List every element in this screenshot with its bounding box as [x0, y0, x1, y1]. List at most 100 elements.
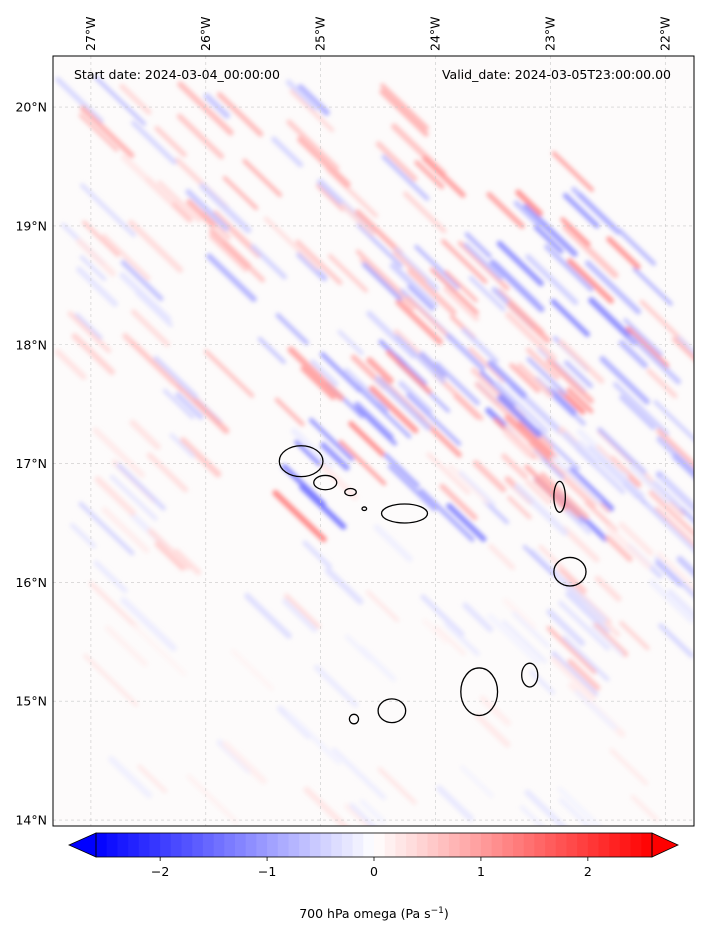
colorbar-segment — [267, 833, 279, 857]
colorbar-ticks: −2 −1 0 1 2 — [151, 857, 592, 879]
colorbar-segment — [523, 833, 535, 857]
lat-tick-label: 20°N — [15, 100, 47, 115]
colorbar-extend-high — [651, 832, 679, 858]
latitude-tick-labels: 20°N 19°N 18°N 17°N 16°N 15°N 14°N — [15, 100, 47, 828]
colorbar-segment — [352, 833, 364, 857]
colorbar-segment — [406, 833, 418, 857]
colorbar-label-exponent: −1 — [431, 906, 444, 916]
colorbar-segment — [363, 833, 375, 857]
colorbar-segment — [106, 833, 118, 857]
island-outline — [278, 445, 324, 478]
coastlines — [278, 445, 587, 725]
island-outline — [377, 698, 407, 724]
colorbar-segment — [309, 833, 322, 857]
colorbar-segment — [299, 833, 311, 857]
colorbar-segment — [480, 833, 493, 857]
colorbar-segment — [502, 833, 514, 857]
colorbar-segment — [202, 833, 215, 857]
island-outline — [553, 480, 566, 513]
island-outline — [361, 506, 368, 512]
omega-field — [54, 75, 694, 826]
colorbar-segment — [641, 833, 653, 857]
lat-tick-label: 15°N — [15, 694, 47, 709]
lon-tick-label: 22°W — [657, 16, 672, 51]
colorbar-segment — [459, 833, 471, 857]
colorbar-segment — [170, 833, 183, 857]
colorbar-segment — [331, 833, 343, 857]
colorbar-segment — [138, 833, 150, 857]
colorbar-label: 700 hPa omega (Pa s−1) — [299, 906, 449, 921]
colorbar-segment — [341, 833, 354, 857]
valid-date-label: Valid_date: 2024-03-05T23:00:00.00 — [442, 67, 671, 82]
colorbar-tick-label: −2 — [151, 864, 169, 879]
colorbar-segment — [245, 833, 257, 857]
colorbar-segment — [224, 833, 236, 857]
lat-tick-label: 18°N — [15, 337, 47, 352]
lat-tick-label: 14°N — [15, 813, 47, 828]
lat-tick-label: 16°N — [15, 575, 47, 590]
lat-tick-label: 19°N — [15, 218, 47, 233]
map-panel: Start date: 2024-03-04_00:00:00 Valid_da… — [15, 16, 695, 828]
colorbar-segment — [438, 833, 450, 857]
gridlines — [53, 56, 694, 826]
colorbar-segment — [448, 833, 461, 857]
colorbar-segment — [181, 833, 193, 857]
lon-tick-label: 26°W — [198, 16, 213, 51]
colorbar-segment — [160, 833, 172, 857]
colorbar-segment — [277, 833, 289, 857]
colorbar-segment — [149, 833, 161, 857]
colorbar-segment — [416, 833, 428, 857]
start-date-label: Start date: 2024-03-04_00:00:00 — [74, 67, 280, 82]
island-outline — [348, 713, 360, 725]
colorbar-segment — [256, 833, 268, 857]
colorbar-segment — [491, 833, 503, 857]
colorbar-segment — [374, 833, 386, 857]
colorbar-segment — [587, 833, 600, 857]
colorbar-segment — [555, 833, 567, 857]
colorbar-tick-label: −1 — [258, 864, 276, 879]
island-outline — [344, 487, 357, 497]
colorbar-tick-label: 2 — [584, 864, 592, 879]
island-outline — [460, 667, 499, 717]
colorbar-segments — [96, 833, 653, 857]
colorbar-segment — [598, 833, 610, 857]
island-outline — [553, 556, 587, 587]
colorbar-segment — [609, 833, 621, 857]
island-outline — [380, 503, 429, 524]
colorbar-segment — [619, 833, 632, 857]
colorbar-segment — [235, 833, 247, 857]
colorbar-segment — [577, 833, 589, 857]
colorbar-segment — [213, 833, 225, 857]
colorbar-segment — [470, 833, 482, 857]
colorbar-segment — [513, 833, 525, 857]
lon-tick-label: 27°W — [83, 16, 98, 51]
colorbar-segment — [545, 833, 557, 857]
colorbar-label-close: ) — [444, 906, 449, 921]
colorbar-label-main: 700 hPa omega (Pa s — [299, 906, 430, 921]
island-outline — [521, 662, 539, 688]
lon-tick-label: 24°W — [428, 16, 443, 51]
colorbar-segment — [395, 833, 407, 857]
lon-tick-label: 25°W — [313, 16, 328, 51]
colorbar-segment — [566, 833, 578, 857]
island-outline — [313, 474, 338, 491]
lat-tick-label: 17°N — [15, 456, 47, 471]
colorbar-segment — [427, 833, 439, 857]
colorbar-segment — [117, 833, 129, 857]
colorbar-segment — [128, 833, 140, 857]
colorbar-segment — [534, 833, 546, 857]
colorbar-segment — [320, 833, 332, 857]
longitude-tick-labels: 27°W 26°W 25°W 24°W 23°W 22°W — [83, 16, 672, 51]
map-frame — [52, 55, 695, 827]
colorbar-extend-low — [68, 832, 97, 858]
lon-tick-label: 23°W — [542, 16, 557, 51]
colorbar-segment — [192, 833, 204, 857]
colorbar-tick-label: 0 — [370, 864, 378, 879]
colorbar-segment — [96, 833, 108, 857]
colorbar-segment — [288, 833, 300, 857]
colorbar-segment — [384, 833, 396, 857]
colorbar: −2 −1 0 1 2 700 hPa omega (Pa s−1) — [68, 832, 679, 921]
colorbar-segment — [630, 833, 642, 857]
colorbar-tick-label: 1 — [477, 864, 485, 879]
